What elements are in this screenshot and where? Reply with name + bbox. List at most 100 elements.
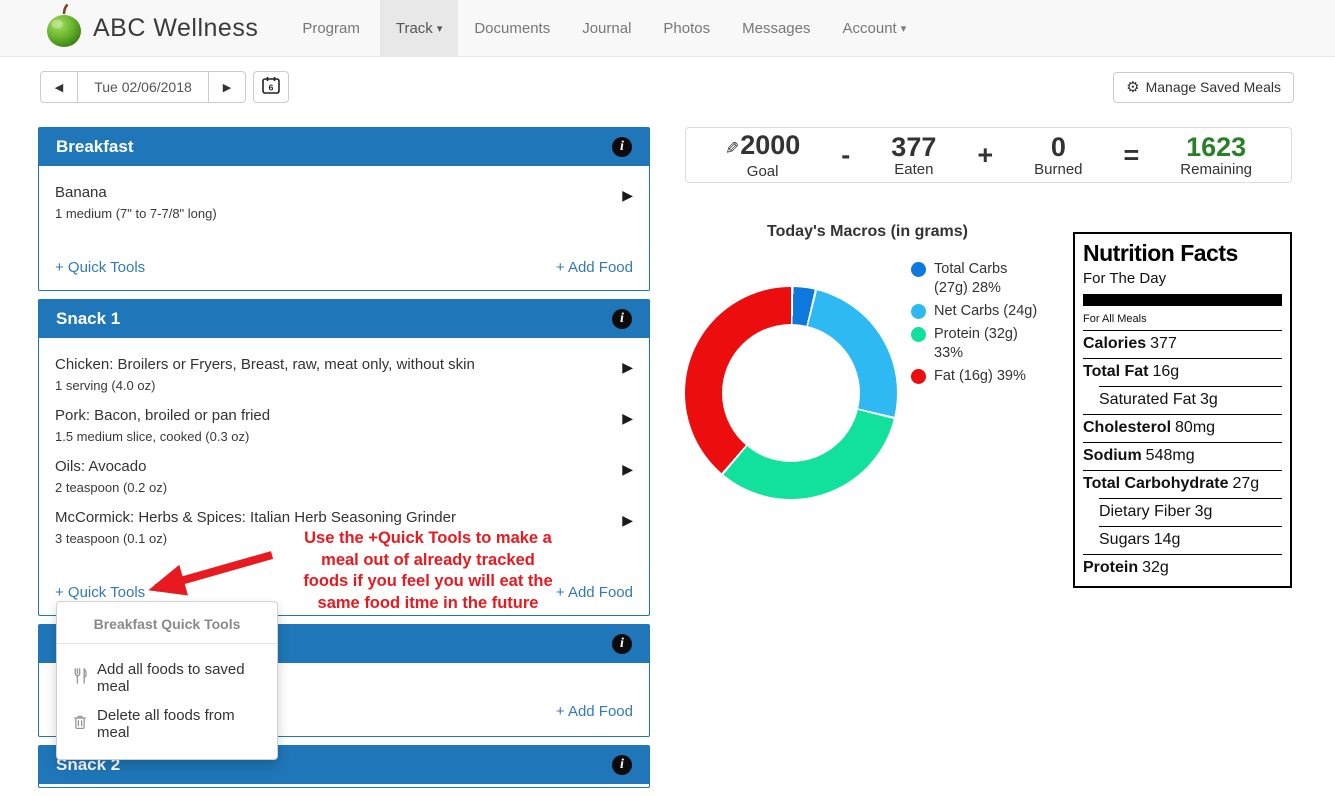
add-food-link[interactable]: + Add Food [555,584,633,601]
nutrition-row: Total Carbohydrate 27g [1083,470,1282,498]
nav-item-track[interactable]: Track ▾ [379,0,459,56]
manage-saved-meals-button[interactable]: ⚙ Manage Saved Meals [1113,71,1294,103]
expand-arrow-icon[interactable]: ▶ [622,512,633,528]
caret-down-icon: ▾ [900,22,907,35]
menu-item-delete-all-foods[interactable]: Delete all foods from meal [57,701,277,747]
nutrition-facts-title: Nutrition Facts [1083,240,1238,266]
chart-title: Today's Macros (in grams) [767,223,968,240]
calorie-summary-card: ✎2000 Goal - 377 Eaten + 0 Burned = 1623… [685,127,1292,183]
expand-arrow-icon[interactable]: ▶ [622,359,633,375]
donut-chart [685,287,897,499]
nutrition-row: Calories 377 [1083,330,1282,358]
nav-item-documents[interactable]: Documents [474,19,551,37]
gears-icon: ⚙ [1126,78,1140,96]
add-food-link[interactable]: + Add Food [555,703,633,720]
cutlery-icon [72,667,88,688]
eaten-label: Eaten [894,160,934,178]
remaining-value: 1623 [1186,131,1247,162]
nutrition-row: Dietary Fiber 3g [1099,498,1282,526]
nutrition-row: Sodium 548mg [1083,442,1282,470]
food-row: Banana 1 medium (7" to 7-7/8" long) ▶ [55,184,633,221]
food-serving: 3 teaspoon (0.1 oz) [55,531,168,546]
food-row: Pork: Bacon, broiled or pan fried 1.5 me… [55,407,633,444]
brand-logo[interactable]: ABC Wellness [42,0,258,56]
food-serving: 1 medium (7" to 7-7/8" long) [55,206,217,221]
food-name: Chicken: Broilers or Fryers, Breast, raw… [55,356,475,373]
menu-item-add-all-foods[interactable]: Add all foods to saved meal [57,655,277,701]
legend-dot-total-carbs [911,262,926,277]
macros-chart: Today's Macros (in grams) Total Carbs (2… [685,223,1050,499]
legend-dot-net-carbs [911,304,926,319]
caret-down-icon: ▾ [436,22,443,35]
apple-icon [42,3,86,54]
info-icon[interactable]: i [612,309,632,329]
calendar-icon: 6 [261,75,281,100]
navbar: ABC Wellness Program Track ▾ Documents Jo… [0,0,1335,57]
nutrition-row: Saturated Fat 3g [1099,386,1282,414]
food-row: McCormick: Herbs & Spices: Italian Herb … [55,509,633,546]
legend-item: Net Carbs (24g) [911,302,1041,321]
food-name: McCormick: Herbs & Spices: Italian Herb … [55,509,456,526]
nav-item-photos[interactable]: Photos [663,19,711,37]
legend-item: Fat (16g) 39% [911,367,1041,386]
info-icon[interactable]: i [612,755,632,775]
meal-section-snack-1: Snack 1 i Chicken: Broilers or Fryers, B… [38,299,650,616]
expand-arrow-icon[interactable]: ▶ [622,187,633,203]
toolbar: ◀ Tue 02/06/2018 ▶ 6 ⚙ Manage Saved Meal… [0,71,1335,103]
expand-arrow-icon[interactable]: ▶ [622,461,633,477]
meal-title: Breakfast [56,137,134,156]
left-arrow-icon: ◀ [54,81,64,94]
nutrition-row: Protein 32g [1083,554,1282,582]
nutrition-facts-subtitle: For The Day [1083,270,1167,287]
nutrition-row: Cholesterol 80mg [1083,414,1282,442]
trash-icon [72,714,88,734]
expand-arrow-icon[interactable]: ▶ [622,410,633,426]
goal-label: Goal [746,162,779,180]
info-icon[interactable]: i [612,634,632,654]
quick-tools-link[interactable]: + Quick Tools [55,259,146,276]
legend-dot-fat [911,369,926,384]
meal-section-breakfast: Breakfast i Banana 1 medium (7" to 7-7/8… [38,127,650,291]
next-day-button[interactable]: ▶ [208,71,246,103]
meal-title: Snack 1 [56,309,121,328]
food-name: Oils: Avocado [55,458,147,475]
info-icon[interactable]: i [612,137,632,157]
food-row: Chicken: Broilers or Fryers, Breast, raw… [55,356,633,393]
quick-tools-dropdown: Breakfast Quick Tools Add all foods to s… [56,601,278,760]
annotation-arrow-icon [148,551,274,596]
food-serving: 1.5 medium slice, cooked (0.3 oz) [55,429,250,444]
equals-operator: = [1123,140,1140,170]
nav-item-journal[interactable]: Journal [582,19,632,37]
goal-value: 2000 [740,129,801,160]
date-display[interactable]: Tue 02/06/2018 [77,71,209,103]
food-serving: 1 serving (4.0 oz) [55,378,156,393]
burned-value: 0 [1050,131,1066,162]
minus-operator: - [841,140,851,170]
nutrition-row: Sugars 14g [1099,526,1282,554]
previous-day-button[interactable]: ◀ [40,71,78,103]
plus-operator: + [977,140,994,170]
brand-name: ABC Wellness [93,13,259,42]
eaten-value: 377 [891,131,937,162]
nav-item-program[interactable]: Program [302,19,360,37]
summary-column: ✎2000 Goal - 377 Eaten + 0 Burned = 1623… [685,127,1292,588]
edit-pencil-icon[interactable]: ✎ [724,138,740,158]
calendar-button[interactable]: 6 [253,71,289,103]
thick-divider [1083,294,1282,306]
remaining-label: Remaining [1180,160,1253,178]
food-row: Oils: Avocado 2 teaspoon (0.2 oz) ▶ [55,458,633,495]
add-food-link[interactable]: + Add Food [555,259,633,276]
nav-menu: Program Track ▾ Documents Journal Photos … [286,0,922,56]
nutrition-facts-scope: For All Meals [1083,313,1147,325]
food-serving: 2 teaspoon (0.2 oz) [55,480,168,495]
burned-label: Burned [1034,160,1083,178]
right-arrow-icon: ▶ [222,81,232,94]
legend-item: Protein (32g) 33% [911,325,1041,363]
nav-item-account[interactable]: Account ▾ [842,19,907,37]
nav-item-messages[interactable]: Messages [742,19,811,37]
legend-dot-protein [911,327,926,342]
dropdown-title: Breakfast Quick Tools [57,610,277,644]
annotation-text: Use the +Quick Tools to make a meal out … [303,529,553,612]
quick-tools-link[interactable]: + Quick Tools [55,584,146,601]
date-navigator: ◀ Tue 02/06/2018 ▶ 6 [40,71,289,103]
